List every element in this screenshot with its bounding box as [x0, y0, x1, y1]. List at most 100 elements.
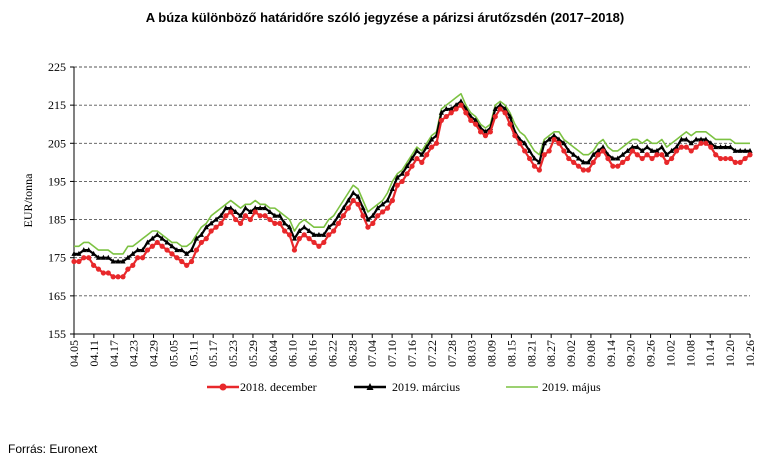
x-tick-label: 07.22 — [425, 340, 439, 367]
x-tick-label: 04.11 — [87, 340, 101, 367]
y-axis: 155 165 175 185 195 205 215 225 EUR/tonna — [21, 60, 75, 341]
data-point — [296, 228, 302, 234]
data-point — [81, 247, 87, 253]
data-point — [262, 213, 268, 219]
data-point — [683, 144, 689, 150]
data-point — [311, 231, 317, 237]
data-point — [649, 147, 655, 153]
data-point — [566, 155, 572, 162]
y-tick-label: 155 — [48, 327, 66, 341]
x-tick-label: 10.08 — [683, 340, 697, 367]
x-tick-label: 08.09 — [485, 340, 499, 367]
data-point — [448, 110, 454, 116]
data-point — [678, 136, 685, 142]
data-point — [502, 105, 508, 111]
data-point — [575, 163, 582, 169]
data-point — [644, 152, 650, 158]
data-point — [669, 147, 675, 153]
data-point — [610, 163, 616, 169]
data-point — [615, 163, 621, 169]
data-point — [95, 254, 102, 260]
data-point — [252, 205, 258, 211]
y-tick-label: 205 — [48, 136, 66, 150]
data-point — [453, 106, 459, 112]
data-point — [664, 159, 670, 165]
data-point — [125, 254, 131, 260]
data-point — [139, 247, 146, 253]
data-point — [311, 239, 317, 246]
data-point — [188, 247, 195, 253]
x-tick-label: 09.20 — [624, 340, 638, 367]
data-point — [316, 243, 322, 249]
data-point — [340, 205, 347, 211]
x-tick-label: 05.23 — [226, 340, 240, 367]
data-point — [257, 213, 263, 219]
x-tick-label: 05.29 — [246, 340, 260, 367]
data-point — [659, 152, 665, 158]
data-point — [130, 262, 136, 268]
x-tick-label: 05.05 — [166, 340, 180, 367]
data-point — [380, 209, 386, 215]
data-point — [414, 155, 420, 162]
data-point — [639, 155, 645, 162]
x-tick-label: 08.21 — [524, 340, 538, 367]
data-point — [291, 247, 298, 253]
data-point — [732, 159, 738, 165]
data-point — [419, 151, 425, 157]
data-point — [257, 205, 263, 211]
series-1 — [71, 102, 753, 280]
data-point — [174, 255, 180, 261]
x-tick-label: 09.08 — [584, 340, 598, 367]
data-point — [228, 205, 234, 211]
data-point — [154, 239, 160, 246]
data-point — [105, 270, 111, 276]
data-point — [193, 235, 200, 241]
data-point — [169, 251, 175, 257]
x-tick-label: 10.02 — [663, 340, 677, 367]
data-point — [673, 144, 680, 150]
data-point — [428, 144, 435, 150]
data-point — [419, 159, 425, 165]
data-point — [546, 136, 552, 142]
data-point — [213, 224, 219, 230]
data-point — [81, 255, 87, 261]
y-tick-label: 185 — [48, 213, 66, 227]
data-point — [737, 147, 743, 153]
data-point — [624, 147, 631, 153]
data-point — [742, 155, 748, 162]
data-point — [115, 258, 121, 264]
x-tick-label: 08.15 — [504, 340, 518, 367]
data-point — [409, 163, 415, 169]
x-tick-label: 10.20 — [723, 340, 737, 367]
data-point — [218, 220, 224, 226]
y-tick-label: 175 — [48, 251, 66, 265]
data-point — [718, 144, 724, 150]
data-point — [335, 220, 342, 226]
data-point — [492, 105, 498, 111]
data-point — [556, 136, 562, 142]
data-point — [370, 220, 376, 226]
data-point — [605, 155, 611, 162]
data-point — [394, 182, 400, 188]
data-point — [708, 144, 714, 150]
data-point — [252, 209, 258, 215]
data-point — [301, 224, 307, 230]
data-point — [76, 250, 82, 256]
data-point — [144, 239, 151, 245]
data-point — [727, 155, 734, 162]
x-tick-label: 09.02 — [564, 340, 578, 367]
data-point — [541, 152, 547, 158]
data-point — [384, 197, 391, 203]
data-point — [473, 121, 479, 127]
data-point — [237, 212, 244, 218]
x-tick-label: 06.22 — [325, 340, 339, 367]
x-tick-label: 06.10 — [286, 340, 300, 367]
data-point — [688, 140, 694, 146]
legend-marker — [219, 383, 227, 391]
data-point — [86, 255, 92, 261]
data-point — [595, 147, 601, 153]
data-point — [198, 231, 204, 237]
series-2 — [71, 98, 753, 264]
legend-item: 2018. december — [207, 380, 317, 394]
series-layer — [71, 92, 753, 280]
